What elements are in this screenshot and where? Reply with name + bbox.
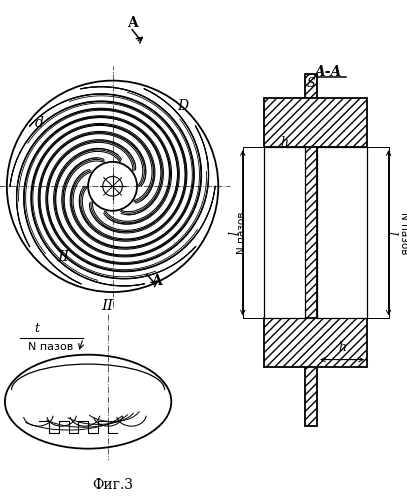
Bar (264, 98, 367, 147)
Circle shape (103, 177, 123, 196)
Text: S: S (307, 77, 315, 90)
Text: t: t (35, 322, 40, 335)
Text: N пазов: N пазов (237, 212, 247, 254)
Text: h: h (281, 136, 289, 149)
Bar (264, 147, 305, 318)
Text: A: A (127, 16, 138, 30)
Text: A-A: A-A (314, 65, 341, 79)
Text: N пазов: N пазов (28, 342, 74, 352)
Text: d: d (35, 116, 44, 130)
Text: h: h (338, 341, 346, 354)
Text: l: l (228, 231, 241, 235)
Bar (317, 147, 367, 318)
Text: II: II (58, 250, 70, 264)
Text: D: D (177, 99, 188, 113)
Text: l: l (390, 231, 403, 235)
Text: N пазов: N пазов (399, 212, 407, 254)
Bar (305, 74, 317, 426)
Bar (264, 318, 367, 367)
Text: Фиг.3: Фиг.3 (92, 478, 133, 492)
Text: A: A (151, 274, 162, 288)
Text: II: II (102, 299, 114, 313)
